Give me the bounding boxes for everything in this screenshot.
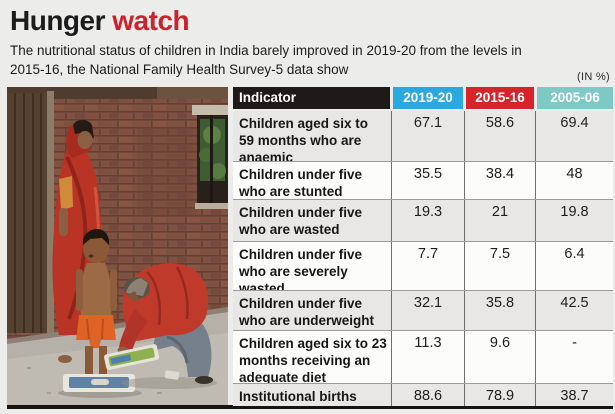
weighing-scale	[58, 374, 142, 398]
second-scale	[104, 344, 160, 370]
table-row-stunted: Children under five who are stunted 35.5…	[233, 161, 613, 199]
indicator-label: Children under five who are stunted	[239, 167, 363, 199]
indicator-label: Children aged six to 59 months who are a…	[239, 116, 369, 165]
value-2015-16: 35.8	[464, 291, 535, 330]
content-area: Indicator 2019-20 2015-16 2005-06 Childr…	[7, 87, 613, 409]
column-header-2015-16: 2015-16	[466, 87, 534, 109]
value-2019-20: 32.1	[391, 291, 464, 330]
man-figure	[117, 263, 217, 389]
indicator-label: Children under five who are underweight	[239, 296, 375, 328]
page-title: Hunger watch	[10, 5, 190, 37]
photo-illustration	[7, 87, 228, 405]
value-2015-16: 7.5	[464, 242, 535, 290]
value-2019-20: 11.3	[391, 331, 464, 383]
table-row-adequate-diet: Children aged six to 23 months receiving…	[233, 330, 613, 385]
indicator-label: Children under five who are severely was…	[239, 247, 363, 296]
column-header-indicator: Indicator	[233, 87, 390, 109]
subtitle: The nutritional status of children in In…	[10, 43, 522, 78]
window	[192, 105, 228, 209]
value-2019-20: 7.7	[391, 242, 464, 290]
column-header-2019-20: 2019-20	[393, 87, 463, 109]
unit-note: (IN %)	[577, 71, 610, 83]
table-row-anaemic: Children aged six to 59 months who are a…	[233, 111, 613, 165]
column-header-2005-06: 2005-06	[537, 87, 613, 109]
indicator-label: Children under five who are wasted	[239, 205, 363, 237]
table-header-row: Indicator 2019-20 2015-16 2005-06	[233, 87, 613, 109]
value-2005-06: 69.4	[535, 111, 613, 161]
data-table: Indicator 2019-20 2015-16 2005-06 Childr…	[233, 87, 613, 406]
value-2005-06: 48	[535, 162, 613, 199]
value-2015-16: 21	[464, 200, 535, 241]
indicator-label: Institutional births	[239, 389, 357, 404]
value-2005-06: 6.4	[535, 242, 613, 290]
value-2019-20: 19.3	[391, 200, 464, 241]
floor-object	[164, 370, 180, 380]
value-2005-06: 42.5	[535, 291, 613, 330]
value-2015-16: 78.9	[464, 384, 535, 406]
value-2019-20: 67.1	[391, 111, 464, 161]
value-2015-16: 38.4	[464, 162, 535, 199]
table-row-institutional-births: Institutional births 88.6 78.9 38.7	[233, 383, 613, 406]
value-2015-16: 9.6	[464, 331, 535, 383]
table-row-severely-wasted: Children under five who are severely was…	[233, 241, 613, 296]
value-2005-06: 19.8	[535, 200, 613, 241]
value-2005-06: -	[535, 331, 613, 383]
photo-child-weighing	[7, 87, 228, 405]
table-row-wasted: Children under five who are wasted 19.3 …	[233, 199, 613, 241]
value-2015-16: 58.6	[464, 111, 535, 161]
child-figure	[76, 229, 117, 381]
wooden-door	[7, 91, 54, 335]
value-2005-06: 38.7	[535, 384, 613, 406]
value-2019-20: 88.6	[391, 384, 464, 406]
table-row-underweight: Children under five who are underweight …	[233, 290, 613, 330]
title-red: watch	[105, 5, 190, 36]
title-black: Hunger	[10, 5, 106, 36]
indicator-label: Children aged six to 23 months receiving…	[239, 336, 387, 385]
value-2019-20: 35.5	[391, 162, 464, 199]
